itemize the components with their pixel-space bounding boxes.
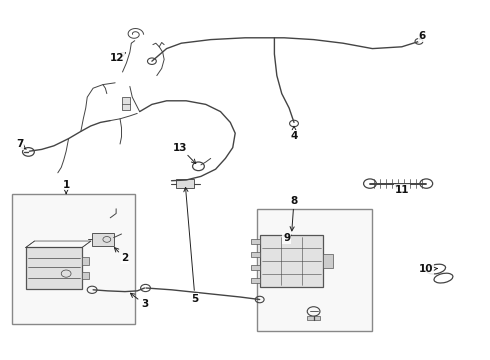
Text: 13: 13 bbox=[173, 143, 196, 163]
Text: 7: 7 bbox=[16, 139, 26, 149]
Text: 3: 3 bbox=[130, 293, 148, 309]
Text: 6: 6 bbox=[419, 31, 426, 41]
Bar bbox=[122, 97, 130, 110]
Bar bbox=[307, 316, 320, 320]
Bar bbox=[92, 233, 114, 246]
Bar bbox=[260, 235, 323, 287]
Text: 8: 8 bbox=[290, 196, 297, 231]
Text: 5: 5 bbox=[184, 188, 198, 304]
Bar bbox=[323, 254, 333, 268]
Bar bbox=[25, 248, 82, 289]
Bar bbox=[176, 179, 194, 188]
Bar bbox=[82, 272, 89, 279]
Bar bbox=[257, 209, 372, 331]
Text: 10: 10 bbox=[419, 264, 438, 274]
Text: 2: 2 bbox=[114, 248, 128, 264]
Bar bbox=[82, 257, 89, 265]
Text: 4: 4 bbox=[290, 126, 298, 141]
Bar bbox=[251, 239, 260, 244]
Text: 9: 9 bbox=[283, 233, 291, 243]
Bar bbox=[251, 265, 260, 270]
Text: 12: 12 bbox=[109, 53, 125, 63]
Bar bbox=[251, 278, 260, 283]
Bar bbox=[251, 252, 260, 257]
Text: 11: 11 bbox=[394, 184, 409, 195]
Text: 1: 1 bbox=[63, 180, 70, 194]
Bar bbox=[12, 194, 135, 324]
